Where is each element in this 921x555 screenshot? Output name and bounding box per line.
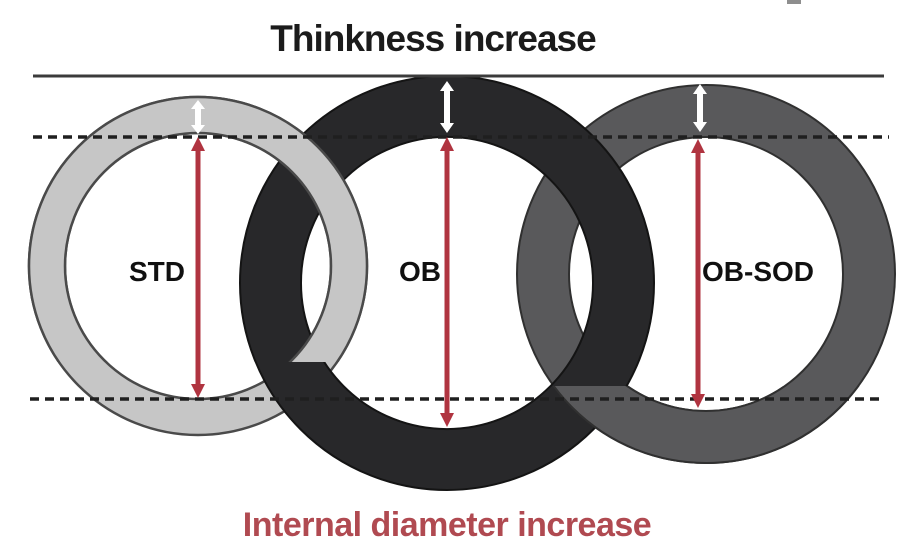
diagram-caption: Internal diameter increase [243, 506, 651, 544]
thickness-arrow-ob-icon [440, 81, 454, 133]
ring-label-ob-sod: OB-SOD [702, 256, 814, 287]
diameter-arrow-ob-icon [440, 137, 454, 427]
ring-label-std: STD [129, 256, 185, 287]
diameter-arrow-ob-sod-icon [691, 139, 705, 408]
cropped-text-fragment [787, 0, 801, 4]
diameter-arrow-std-icon [191, 137, 205, 398]
thickness-arrow-ob-sod-icon [693, 84, 707, 132]
diagram-title: Thinkness increase [270, 18, 596, 59]
ring-label-ob: OB [399, 256, 441, 287]
thickness-arrow-std-icon [191, 100, 205, 134]
